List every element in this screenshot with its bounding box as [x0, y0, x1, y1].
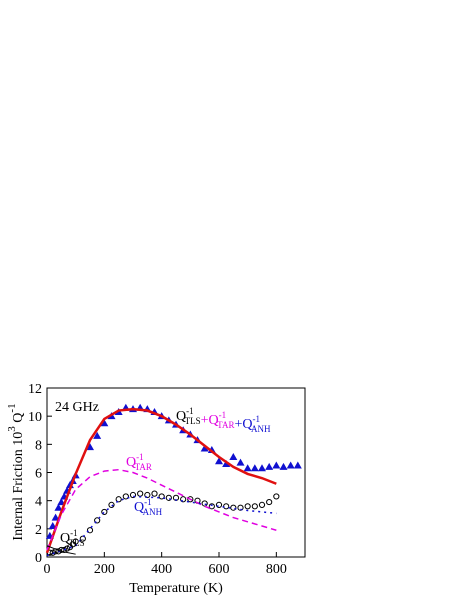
annotation-base: Q — [242, 417, 252, 432]
triangle-marker — [86, 443, 94, 451]
annotation: 24 GHz — [55, 400, 99, 415]
circle-marker — [215, 501, 223, 508]
annotation-sup: -1 — [186, 406, 194, 416]
annotation-sup: -1 — [136, 452, 144, 462]
annotation-base: Q — [134, 500, 144, 515]
triangle-marker — [293, 461, 302, 469]
annotation-base: Q — [209, 413, 219, 428]
circle-marker — [72, 538, 79, 545]
circle-marker — [266, 498, 273, 506]
circle-marker — [180, 496, 187, 503]
x-tick-label: 400 — [151, 562, 172, 577]
triangle-marker — [272, 461, 281, 469]
circle-marker — [137, 490, 144, 497]
circle-marker — [86, 527, 94, 534]
annotation-joiner: + — [201, 413, 209, 428]
circle-marker — [258, 501, 266, 508]
annotation-base: Q — [60, 531, 70, 546]
annotation-sub: ANH — [251, 424, 271, 434]
triangle-marker — [215, 457, 223, 465]
y-label-text: Q — [11, 413, 26, 427]
circle-marker — [244, 503, 251, 510]
x-axis-label: Temperature (K) — [129, 581, 223, 596]
y-tick-label: 10 — [28, 410, 42, 425]
annotation: Q-1 ANH — [134, 497, 163, 517]
circle-marker — [94, 517, 101, 524]
y-axis-label: Internal Friction 103 Q-1 — [6, 403, 26, 540]
circle-marker — [79, 535, 86, 542]
circle-marker — [158, 493, 165, 500]
triangle-marker — [279, 462, 288, 470]
annotation-sub: TLS — [185, 416, 201, 426]
annotation-joiner: + — [234, 417, 242, 432]
circle-marker — [165, 494, 172, 501]
annotation-sup: -1 — [252, 414, 260, 424]
circle-marker — [108, 501, 115, 508]
circle-marker — [223, 503, 230, 510]
x-tick-label: 600 — [209, 562, 230, 577]
annotation-sup: -1 — [70, 528, 78, 538]
circle-marker — [151, 490, 158, 497]
circle-marker — [208, 503, 215, 510]
annotation: Q-1 TLS+Q-1 TAR+Q-1 ANH — [176, 406, 271, 434]
annotation-sup: -1 — [144, 497, 152, 507]
circle-marker — [122, 493, 129, 500]
fit-line — [46, 495, 277, 557]
annotation-sub: TAR — [135, 462, 152, 472]
circle-marker — [273, 493, 280, 500]
annotation-sub: TAR — [217, 420, 234, 430]
y-tick-label: 8 — [35, 438, 42, 453]
triangle-marker — [100, 419, 109, 427]
annotation-sub: TLS — [69, 538, 85, 548]
y-tick-label: 0 — [35, 551, 42, 566]
triangle-marker — [258, 464, 266, 472]
x-tick-label: 800 — [266, 562, 287, 577]
circle-marker — [201, 500, 208, 507]
circle-marker — [115, 496, 122, 503]
circle-marker — [61, 546, 68, 554]
y-label-sup: -1 — [6, 403, 18, 412]
y-label-sup: 3 — [6, 426, 18, 432]
y-label-text: Internal Friction 10 — [11, 432, 26, 541]
x-tick-label: 0 — [44, 562, 51, 577]
annotation: Q-1 TAR — [126, 452, 152, 472]
y-tick-label: 12 — [28, 382, 42, 397]
triangle-marker — [93, 431, 102, 439]
triangle-marker — [222, 460, 231, 468]
fit-line — [45, 407, 277, 554]
triangle-marker — [54, 503, 63, 511]
fit-line — [46, 468, 277, 551]
triangle-marker — [265, 462, 274, 470]
annotation-sup: -1 — [219, 410, 227, 420]
circle-marker — [101, 508, 108, 516]
circle-marker — [251, 503, 258, 510]
triangle-marker — [200, 444, 209, 452]
triangle-marker — [229, 453, 238, 461]
circle-marker — [63, 545, 71, 552]
annotation: Q-1 TLS — [60, 528, 85, 548]
triangle-marker — [286, 461, 295, 469]
triangle-marker — [236, 458, 245, 466]
triangle-marker — [250, 464, 259, 472]
circle-marker — [230, 504, 237, 511]
circle-marker — [144, 491, 151, 499]
y-tick-label: 2 — [35, 523, 42, 538]
fit-line — [46, 545, 76, 555]
annotation-base: Q — [176, 409, 186, 424]
annotation-sub: ANH — [143, 507, 163, 517]
y-tick-label: 4 — [35, 495, 42, 510]
y-tick-label: 6 — [35, 467, 42, 482]
x-tick-label: 200 — [94, 562, 115, 577]
annotation-base: Q — [126, 455, 136, 470]
circle-marker — [49, 549, 56, 556]
circle-marker — [129, 491, 137, 499]
circle-marker — [237, 504, 244, 511]
circle-marker — [187, 496, 194, 503]
triangle-marker — [243, 464, 252, 472]
